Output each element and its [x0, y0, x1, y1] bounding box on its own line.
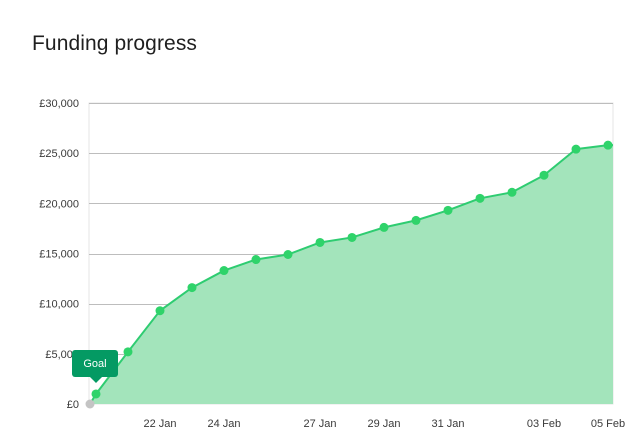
data-points: [85, 140, 613, 409]
data-point: [187, 283, 197, 293]
goal-badge-box: [72, 349, 118, 377]
goal-badge-label: Goal: [83, 358, 106, 370]
y-tick-label: £20,000: [39, 198, 79, 210]
y-tick-label: £15,000: [39, 249, 79, 261]
x-tick-label: 22 Jan: [143, 418, 176, 430]
y-tick-label: £10,000: [39, 299, 79, 311]
data-point: [443, 205, 453, 215]
x-tick-label: 27 Jan: [303, 418, 336, 430]
data-point: [219, 266, 229, 276]
y-tick-label: £5,000: [45, 349, 79, 361]
data-point: [379, 222, 389, 232]
data-point: [571, 144, 581, 154]
goal-badge: Goal: [72, 349, 118, 383]
data-point: [251, 255, 261, 265]
data-point: [507, 187, 517, 197]
data-point: [283, 250, 293, 260]
data-point: [411, 215, 421, 225]
data-point: [123, 347, 133, 357]
x-tick-label: 03 Feb: [527, 418, 561, 430]
y-axis-ticks: £0 £5,000 £10,000 £15,000 £20,000 £25,000 £30,…: [39, 98, 79, 411]
page-title: Funding progress: [32, 32, 198, 55]
y-tick-label: £30,000: [39, 98, 79, 110]
data-point: [91, 389, 101, 399]
goal-badge-pointer: [90, 376, 102, 383]
annotations: Goal: [72, 349, 118, 383]
area-fill: [90, 145, 613, 404]
y-tick-label: £0: [67, 399, 79, 411]
data-point: [155, 306, 165, 316]
data-point: [315, 237, 325, 247]
start-point: [85, 399, 95, 409]
data-point: [475, 193, 485, 203]
area-shape: [90, 145, 613, 404]
x-tick-label: 05 Feb: [591, 418, 625, 430]
x-axis-ticks: 22 Jan 24 Jan 27 Jan 29 Jan 31 Jan 03 Feb 05 F…: [143, 418, 625, 430]
x-tick-label: 29 Jan: [367, 418, 400, 430]
data-point: [347, 232, 357, 242]
y-tick-label: £25,000: [39, 148, 79, 160]
x-tick-label: 24 Jan: [207, 418, 240, 430]
data-point: [539, 170, 549, 180]
data-point: [603, 140, 613, 150]
x-tick-label: 31 Jan: [431, 418, 464, 430]
